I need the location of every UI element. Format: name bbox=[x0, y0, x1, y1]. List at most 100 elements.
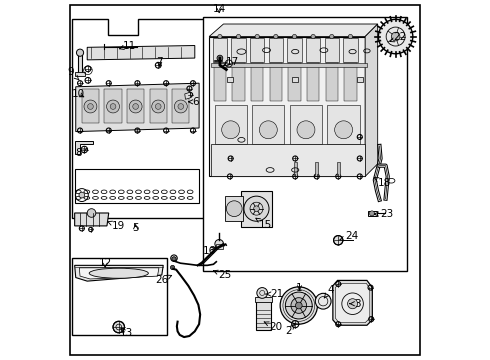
Bar bbox=[307, 63, 319, 101]
Circle shape bbox=[88, 104, 93, 109]
Text: 22: 22 bbox=[390, 32, 407, 42]
Polygon shape bbox=[211, 63, 367, 67]
Bar bbox=[215, 105, 247, 144]
Text: 24: 24 bbox=[340, 231, 359, 240]
Text: 21: 21 bbox=[266, 289, 284, 299]
Circle shape bbox=[297, 121, 315, 139]
Bar bbox=[324, 39, 339, 62]
Bar bbox=[127, 89, 144, 123]
Circle shape bbox=[113, 321, 124, 333]
Bar bbox=[294, 162, 296, 176]
Circle shape bbox=[254, 206, 259, 212]
Polygon shape bbox=[203, 17, 407, 271]
Bar bbox=[216, 244, 223, 249]
Circle shape bbox=[369, 211, 374, 216]
Text: 11: 11 bbox=[120, 41, 136, 50]
Circle shape bbox=[335, 121, 353, 139]
Circle shape bbox=[226, 201, 242, 217]
Text: 2: 2 bbox=[286, 324, 295, 336]
Circle shape bbox=[221, 121, 240, 139]
Bar bbox=[315, 162, 318, 176]
Bar bbox=[290, 105, 322, 144]
Polygon shape bbox=[333, 280, 372, 325]
Circle shape bbox=[110, 104, 116, 109]
Circle shape bbox=[236, 35, 241, 39]
Bar bbox=[357, 77, 363, 82]
Polygon shape bbox=[209, 24, 378, 37]
Polygon shape bbox=[74, 213, 109, 226]
Bar bbox=[211, 144, 365, 176]
Circle shape bbox=[107, 100, 120, 113]
Circle shape bbox=[392, 32, 400, 41]
Polygon shape bbox=[74, 265, 163, 281]
Bar bbox=[74, 169, 199, 203]
Text: 7: 7 bbox=[156, 57, 163, 67]
Polygon shape bbox=[76, 83, 199, 132]
Text: 8: 8 bbox=[75, 148, 86, 158]
Polygon shape bbox=[87, 45, 195, 60]
Ellipse shape bbox=[89, 268, 148, 278]
Text: 9: 9 bbox=[68, 67, 79, 80]
Bar bbox=[337, 162, 340, 176]
Circle shape bbox=[244, 196, 269, 221]
Bar bbox=[252, 105, 285, 144]
Bar bbox=[368, 211, 377, 216]
Circle shape bbox=[178, 104, 184, 109]
Circle shape bbox=[334, 235, 343, 245]
Bar bbox=[232, 63, 245, 101]
Bar bbox=[255, 297, 271, 302]
Circle shape bbox=[315, 293, 331, 309]
Circle shape bbox=[311, 35, 315, 39]
Text: 3: 3 bbox=[350, 299, 361, 309]
Circle shape bbox=[155, 104, 161, 109]
Bar bbox=[343, 39, 358, 62]
Polygon shape bbox=[79, 268, 159, 279]
Circle shape bbox=[174, 100, 187, 113]
Circle shape bbox=[274, 35, 278, 39]
Text: 6: 6 bbox=[189, 97, 199, 107]
Text: 16: 16 bbox=[203, 246, 217, 256]
Bar bbox=[306, 39, 320, 62]
Bar bbox=[326, 63, 338, 101]
Circle shape bbox=[291, 298, 307, 313]
Circle shape bbox=[152, 100, 165, 113]
Text: 5: 5 bbox=[132, 224, 139, 233]
Bar bbox=[214, 63, 226, 101]
Text: 15: 15 bbox=[256, 218, 272, 230]
Polygon shape bbox=[74, 140, 93, 154]
Text: 18: 18 bbox=[374, 177, 391, 188]
Text: 25: 25 bbox=[214, 270, 232, 280]
Bar bbox=[104, 89, 122, 123]
Circle shape bbox=[259, 121, 277, 139]
Circle shape bbox=[218, 35, 222, 39]
Polygon shape bbox=[365, 24, 378, 176]
Circle shape bbox=[378, 19, 413, 54]
Bar bbox=[256, 301, 271, 330]
Bar bbox=[270, 63, 282, 101]
Polygon shape bbox=[185, 92, 191, 99]
Bar bbox=[72, 258, 167, 335]
Bar bbox=[293, 77, 298, 82]
Text: 20: 20 bbox=[264, 322, 282, 332]
Text: 12: 12 bbox=[98, 258, 112, 268]
Circle shape bbox=[293, 35, 296, 39]
Circle shape bbox=[217, 55, 223, 61]
Bar bbox=[344, 63, 357, 101]
Text: 13: 13 bbox=[120, 328, 133, 338]
Bar bbox=[231, 39, 245, 62]
Circle shape bbox=[280, 287, 318, 324]
Bar bbox=[289, 63, 300, 101]
Polygon shape bbox=[209, 37, 365, 176]
Bar bbox=[78, 54, 82, 74]
Bar bbox=[82, 89, 99, 123]
Bar bbox=[250, 39, 265, 62]
Circle shape bbox=[255, 35, 259, 39]
Text: 23: 23 bbox=[374, 209, 393, 219]
Bar bbox=[227, 77, 233, 82]
Circle shape bbox=[87, 209, 96, 217]
Circle shape bbox=[133, 104, 139, 109]
Text: 1: 1 bbox=[296, 283, 303, 293]
Bar bbox=[269, 39, 283, 62]
Bar bbox=[172, 89, 190, 123]
Circle shape bbox=[330, 35, 334, 39]
